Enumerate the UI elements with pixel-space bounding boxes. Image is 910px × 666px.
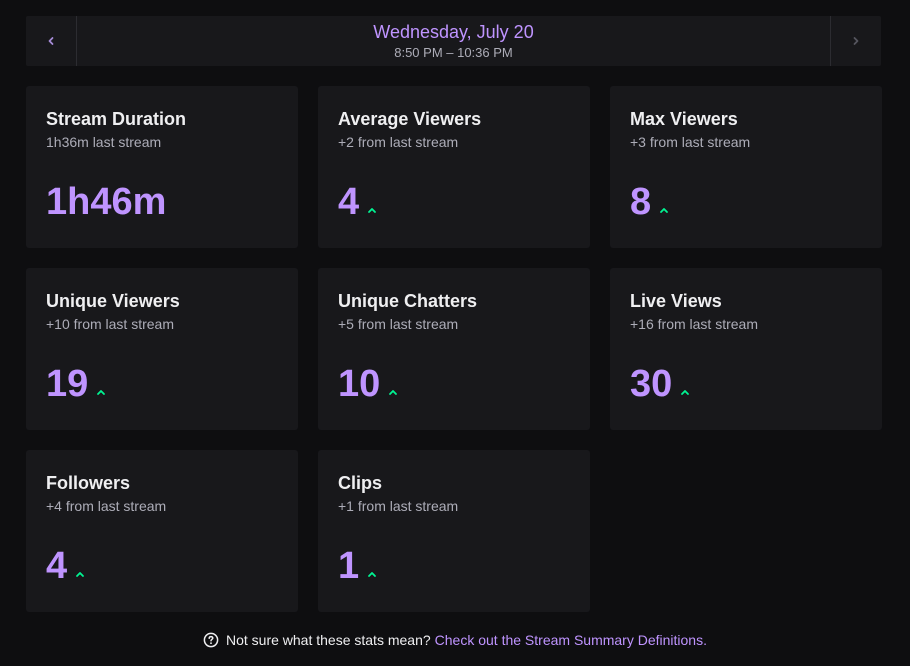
trend-up-icon — [367, 570, 377, 578]
stat-title: Average Viewers — [338, 109, 482, 129]
stat-value: 10 — [338, 363, 381, 405]
stat-value: 1 — [338, 545, 360, 587]
stream-date: Wednesday, July 20 — [373, 22, 534, 42]
stat-title: Max Viewers — [630, 109, 738, 129]
stats-help-footer: Not sure what these stats mean? Check ou… — [0, 632, 910, 648]
stat-comparison: +5 from last stream — [338, 316, 459, 332]
stat-card-max-viewers: Max Viewers +3 from last stream 8 — [610, 86, 882, 248]
trend-up-icon — [388, 388, 398, 396]
stream-summary-definitions-link[interactable]: Check out the Stream Summary Definitions… — [434, 632, 707, 648]
stat-comparison: +3 from last stream — [630, 134, 751, 150]
stat-title: Unique Viewers — [46, 291, 180, 311]
trend-up-icon — [367, 206, 377, 214]
stat-card-unique-viewers: Unique Viewers +10 from last stream 19 — [26, 268, 298, 430]
stream-time-range: 8:50 PM – 10:36 PM — [394, 45, 513, 60]
stat-card-unique-chatters: Unique Chatters +5 from last stream 10 — [318, 268, 590, 430]
date-navigator: Wednesday, July 20 8:50 PM – 10:36 PM — [26, 16, 881, 66]
trend-up-icon — [659, 206, 669, 214]
stat-value: 1h46m — [46, 181, 167, 223]
stat-title: Clips — [338, 473, 383, 493]
stat-comparison: +10 from last stream — [46, 316, 174, 332]
trend-up-icon — [680, 388, 690, 396]
stat-card-stream-duration: Stream Duration 1h36m last stream 1h46m — [26, 86, 298, 248]
help-question-text: Not sure what these stats mean? — [225, 632, 431, 648]
stat-title: Stream Duration — [46, 109, 187, 129]
previous-stream-button[interactable] — [26, 16, 77, 66]
stat-card-clips: Clips +1 from last stream 1 — [318, 450, 590, 612]
stat-card-live-views: Live Views +16 from last stream 30 — [610, 268, 882, 430]
stat-comparison: +16 from last stream — [630, 316, 758, 332]
stats-grid: Stream Duration 1h36m last stream 1h46m … — [26, 86, 882, 612]
stat-value: 8 — [630, 181, 652, 223]
stat-value: 30 — [630, 363, 673, 405]
stat-title: Live Views — [630, 291, 722, 311]
trend-up-icon — [96, 388, 106, 396]
stat-title: Unique Chatters — [338, 291, 478, 311]
trend-up-icon — [75, 570, 85, 578]
chevron-left-icon — [48, 37, 54, 45]
stat-value: 19 — [46, 363, 89, 405]
stat-title: Followers — [46, 473, 131, 493]
stat-comparison: +4 from last stream — [46, 498, 167, 514]
stat-card-average-viewers: Average Viewers +2 from last stream 4 — [318, 86, 590, 248]
next-stream-button[interactable] — [830, 16, 881, 66]
stat-comparison: +2 from last stream — [338, 134, 459, 150]
stat-comparison: 1h36m last stream — [46, 134, 162, 150]
help-circle-icon — [203, 632, 219, 648]
stream-date-range: Wednesday, July 20 8:50 PM – 10:36 PM — [77, 16, 830, 66]
chevron-right-icon — [853, 37, 859, 45]
stat-comparison: +1 from last stream — [338, 498, 459, 514]
stat-value: 4 — [46, 545, 68, 587]
stat-value: 4 — [338, 181, 360, 223]
stat-card-followers: Followers +4 from last stream 4 — [26, 450, 298, 612]
